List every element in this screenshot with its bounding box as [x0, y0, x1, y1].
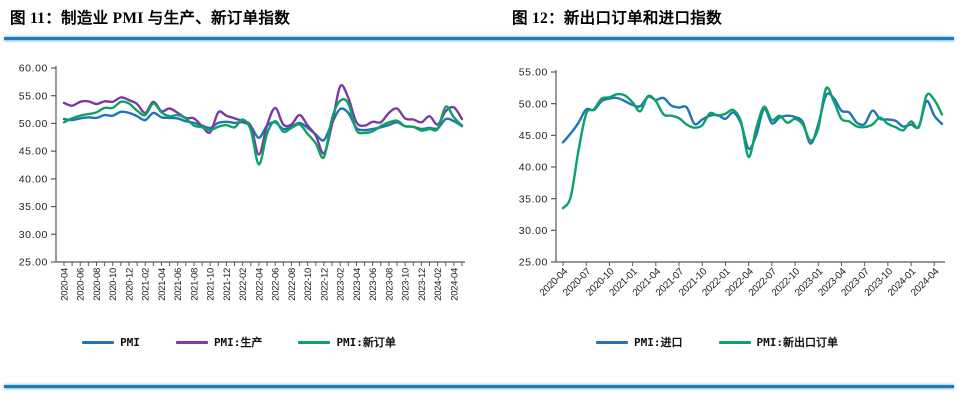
y-tick-label: 60.00 [19, 63, 48, 75]
x-tick-label: 2020-12 [124, 268, 135, 301]
y-tick-label: 30.00 [19, 229, 48, 241]
legend-label: PMI:新出口订单 [756, 336, 839, 349]
y-tick-label: 45.00 [19, 146, 48, 158]
x-tick-label: 2024-04 [449, 268, 460, 301]
figure-11-legend: PMI PMI:生产 PMI:新订单 [6, 334, 472, 350]
x-tick-label: 2021-06 [173, 268, 184, 301]
x-tick-label: 2022-02 [238, 268, 249, 301]
x-tick-label: 2020-10 [108, 268, 119, 301]
y-tick-label: 25.00 [519, 257, 548, 269]
legend-swatch [596, 340, 628, 344]
x-tick-label: 2021-08 [189, 268, 200, 301]
x-tick-label: 2021-12 [222, 268, 233, 301]
x-tick-label: 2024-02 [433, 268, 444, 301]
x-tick-label: 2021-04 [157, 268, 168, 301]
x-tick-label: 2023-02 [336, 268, 347, 301]
y-tick-label: 55.00 [19, 90, 48, 102]
bottom-divider-rule [4, 385, 954, 388]
legend-swatch [298, 340, 331, 344]
x-tick-label: 2023-06 [368, 268, 379, 301]
pmi-production-neworders-chart: 25.00 30.00 35.00 40.00 45.00 50.00 55.00 60.00… [19, 63, 465, 301]
legend-item: PMI:进口 [596, 334, 683, 350]
title-underline-rule [4, 37, 954, 40]
x-tick-label: 2023-08 [384, 268, 395, 301]
series-line-PMI:新出口订单 [561, 86, 944, 210]
legend-label: PMI:生产 [213, 336, 263, 349]
y-tick-label: 45.00 [519, 130, 548, 142]
legend-label: PMI:进口 [634, 336, 683, 349]
x-tick-label: 2023-10 [401, 268, 412, 301]
y-tick-label: 30.00 [519, 225, 548, 237]
series-line-PMI:新订单 [62, 98, 464, 166]
x-tick-label: 2021-10 [206, 268, 217, 301]
figure-12-legend: PMI:进口 PMI:新出口订单 [480, 334, 954, 350]
x-tick-label: 2022-04 [254, 268, 265, 301]
y-tick-label: 50.00 [519, 98, 548, 110]
series-line-PMI:生产 [62, 84, 464, 156]
y-tick-label: 55.00 [519, 67, 548, 79]
legend-swatch [82, 340, 115, 344]
x-tick-label: 2020-08 [92, 268, 103, 301]
legend-item: PMI:生产 [175, 334, 263, 350]
x-tick-label: 2020-04 [59, 268, 70, 301]
figure-12-title: 图 12：新出口订单和进口指数 [512, 10, 722, 27]
legend-item: PMI [82, 336, 140, 349]
x-tick-label: 2022-06 [271, 268, 282, 301]
legend-swatch [718, 340, 751, 344]
x-tick-label: 2023-04 [352, 268, 363, 301]
figure-12-panel: 25.00 30.00 35.00 40.00 45.00 50.00 55.00 2020-… [480, 46, 954, 350]
legend-label: PMI [120, 335, 140, 349]
charts-row: 25.00 30.00 35.00 40.00 45.00 50.00 55.00 60.00… [0, 46, 960, 376]
figure-11-title: 图 11：制造业 PMI 与生产、新订单指数 [10, 10, 291, 27]
legend-swatch [175, 340, 208, 344]
x-tick-label: 2022-10 [303, 268, 314, 301]
series-line-PMI [62, 107, 464, 142]
legend-item: PMI:新订单 [298, 334, 396, 350]
export-import-chart: 25.0030.0035.0040.0045.0050.0055.002020-… [519, 67, 945, 299]
x-tick-label: 2023-12 [417, 268, 428, 301]
y-tick-label: 40.00 [19, 173, 48, 185]
y-tick-label: 50.00 [19, 118, 48, 130]
legend-item: PMI:新出口订单 [718, 334, 839, 350]
x-tick-label: 2021-02 [141, 268, 152, 301]
y-tick-label: 40.00 [519, 162, 548, 174]
y-tick-label: 35.00 [519, 193, 548, 205]
figure-11-panel: 25.00 30.00 35.00 40.00 45.00 50.00 55.00 60.00… [6, 46, 472, 350]
x-tick-label: 2022-08 [287, 268, 298, 301]
x-tick-label: 2022-12 [319, 268, 330, 301]
legend-label: PMI:新订单 [336, 336, 396, 349]
y-tick-label: 35.00 [19, 201, 48, 213]
x-tick-label: 2020-06 [76, 268, 87, 301]
y-tick-label: 25.00 [19, 257, 48, 269]
